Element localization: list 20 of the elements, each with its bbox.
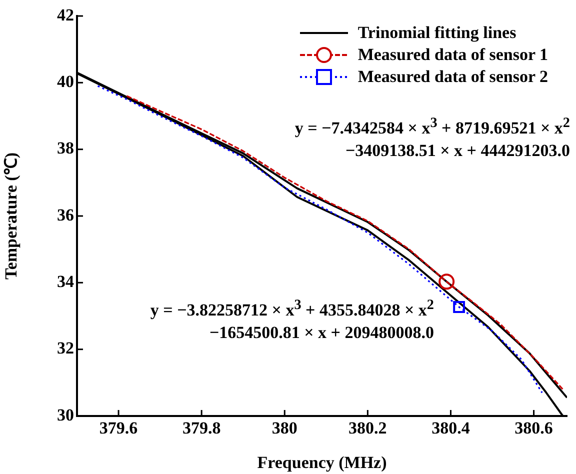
annotation: y = −7.4342584 × x$^{3}$ + 8719.69521 × x$^{2}$ −3409138.51 × x + 444291203.0 [294, 114, 570, 162]
x-tick-label: 379.6 [99, 418, 138, 438]
x-axis-title: Frequency (MHz) [257, 453, 387, 472]
y-tick-label: 40 [57, 72, 74, 92]
y-tick-label: 38 [57, 138, 74, 158]
y-tick-label: 30 [57, 405, 74, 424]
x-tick-label: 380 [272, 418, 298, 438]
y-tick-label: 36 [57, 205, 74, 224]
legend-label: Trinomial fitting lines [358, 23, 516, 43]
x-tick-label: 380.2 [348, 418, 387, 438]
legend-label: Measured data of sensor 1 [358, 45, 548, 65]
y-tick-label: 42 [57, 5, 74, 24]
y-tick-label: 34 [57, 272, 74, 292]
x-tick-label: 380.4 [432, 418, 470, 438]
y-axis-title: Temperature (℃) [2, 152, 21, 280]
x-tick-label: 379.8 [182, 418, 221, 438]
x-tick-label: 380.6 [514, 418, 553, 438]
annotation: y = −3.82258712 × x$^{3}$ + 4355.84028 × x$^{2}$ −1654500.81 × x + 209480008.0 [150, 296, 434, 344]
legend-label: Measured data of sensor 2 [358, 67, 548, 87]
y-tick-label: 32 [57, 338, 74, 358]
